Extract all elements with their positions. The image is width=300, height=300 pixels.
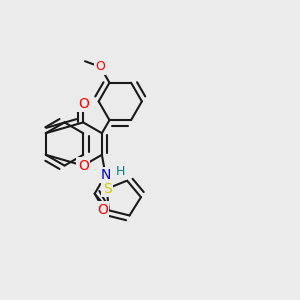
Text: O: O [97,202,108,217]
Text: O: O [78,159,88,172]
Text: O: O [95,60,105,73]
Text: N: N [100,168,111,182]
Text: H: H [116,165,125,178]
Text: O: O [78,97,88,111]
Text: S: S [103,182,111,196]
